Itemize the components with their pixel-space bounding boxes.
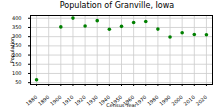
svg-text:1940: 1940	[97, 94, 111, 107]
svg-text:1890: 1890	[37, 94, 51, 107]
svg-text:1930: 1930	[85, 94, 99, 107]
svg-text:1950: 1950	[109, 94, 124, 107]
svg-text:1990: 1990	[158, 94, 172, 107]
svg-text:Census Year: Census Year	[106, 102, 137, 108]
svg-text:300: 300	[12, 33, 22, 40]
svg-text:250: 250	[12, 42, 22, 49]
svg-text:200: 200	[12, 51, 22, 58]
svg-text:2010: 2010	[182, 94, 196, 107]
svg-text:1960: 1960	[121, 94, 136, 107]
svg-text:50: 50	[15, 79, 21, 85]
svg-text:1980: 1980	[146, 94, 160, 107]
svg-text:350: 350	[12, 24, 22, 30]
svg-text:1900: 1900	[49, 94, 63, 107]
svg-text:2020: 2020	[194, 94, 208, 107]
svg-text:1880: 1880	[25, 94, 39, 107]
svg-text:1920: 1920	[73, 94, 87, 107]
svg-text:1970: 1970	[133, 94, 148, 107]
svg-text:1910: 1910	[61, 94, 75, 107]
svg-text:2000: 2000	[170, 94, 184, 107]
svg-text:Population: Population	[9, 37, 16, 63]
svg-text:150: 150	[12, 60, 22, 67]
html-text:Population of Granville, Iowa: Population of Granville, Iowa	[59, 1, 175, 10]
svg-text:400: 400	[12, 15, 22, 21]
svg-text:100: 100	[12, 70, 22, 76]
